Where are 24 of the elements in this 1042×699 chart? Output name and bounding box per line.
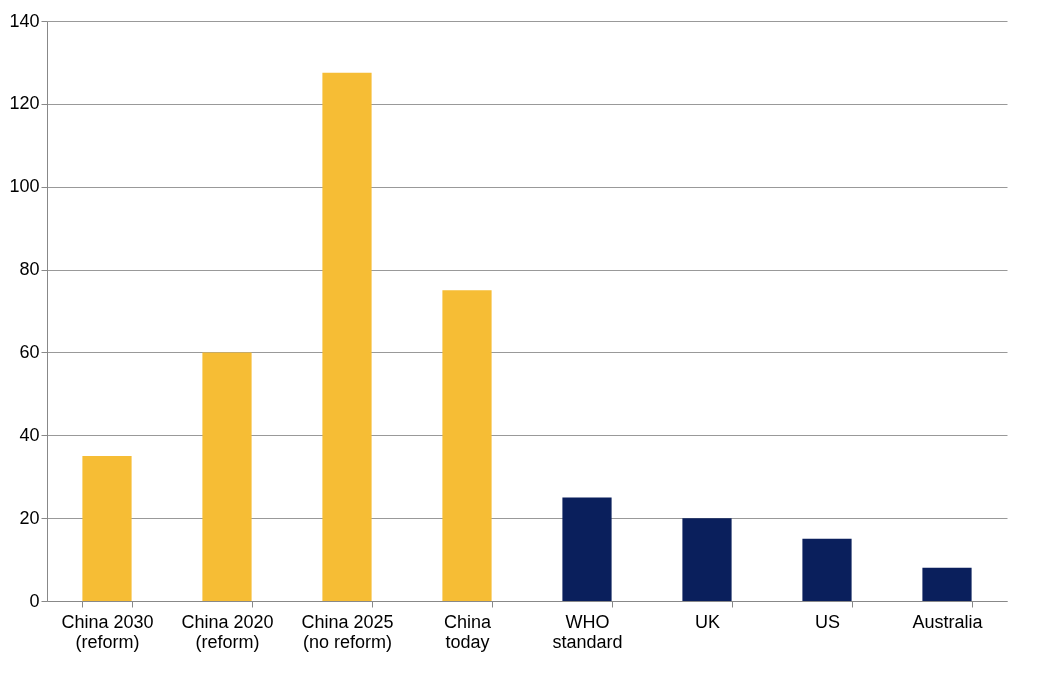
bar xyxy=(442,290,492,601)
y-tick-label: 100 xyxy=(9,176,40,197)
bar xyxy=(922,567,972,601)
x-tick-label: UK xyxy=(694,611,721,632)
y-tick-label: 80 xyxy=(19,259,40,280)
bar xyxy=(202,352,252,601)
bar xyxy=(562,497,612,601)
bar xyxy=(682,518,732,601)
x-tick-label: US xyxy=(814,611,841,632)
y-tick-label: 140 xyxy=(9,10,40,31)
y-tick-label: 20 xyxy=(19,507,40,528)
x-tick-label: WHO standard xyxy=(552,611,623,652)
y-tick-label: 0 xyxy=(29,590,40,611)
bar xyxy=(322,72,372,601)
x-tick-label: Australia xyxy=(912,611,984,632)
x-tick-label: China today xyxy=(443,611,492,652)
x-tick-label: China 2025 (no reform) xyxy=(301,611,394,652)
bar xyxy=(802,538,852,601)
x-tick-label: China 2020 (reform) xyxy=(181,611,274,652)
y-tick-label: 60 xyxy=(19,341,40,362)
y-tick-label: 40 xyxy=(19,424,40,445)
x-tick-label: China 2030 (reform) xyxy=(61,611,154,652)
y-tick-label: 120 xyxy=(9,93,40,114)
bar xyxy=(82,456,132,601)
